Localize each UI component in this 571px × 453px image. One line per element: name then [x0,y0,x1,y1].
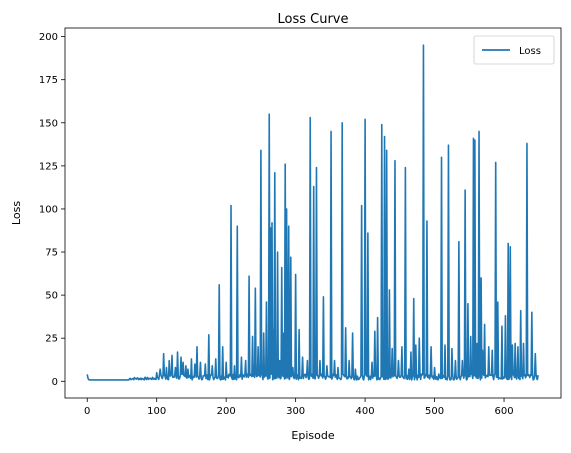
legend-box [473,35,555,65]
loss-series-line [86,44,539,381]
y-tick-label: 100 [39,204,58,215]
x-tick-label: 500 [425,406,444,417]
x-tick-label: 600 [494,406,513,417]
y-axis-ticks: 0 25 50 75 100 125 150 175 200 [39,32,65,388]
y-tick-label: 175 [39,75,58,86]
x-tick-label: 100 [147,406,166,417]
x-tick-label: 0 [84,406,90,417]
y-tick-label: 50 [45,291,58,302]
plot-area-frame [64,27,562,399]
y-tick-label: 150 [39,118,58,129]
x-axis-label: Episode [291,429,334,442]
legend: Loss [473,35,555,65]
x-tick-label: 400 [356,406,375,417]
x-tick-label: 300 [286,406,305,417]
y-tick-label: 0 [52,377,58,388]
y-axis-label: Loss [10,201,23,225]
y-tick-label: 125 [39,161,58,172]
x-tick-label: 200 [217,406,236,417]
x-axis-ticks: 0 100 200 300 400 500 600 [84,398,514,417]
chart-title: Loss Curve [278,12,349,27]
y-tick-label: 75 [45,248,58,259]
y-tick-label: 200 [39,32,58,43]
y-tick-label: 25 [45,334,58,345]
legend-label-loss: Loss [519,46,541,57]
